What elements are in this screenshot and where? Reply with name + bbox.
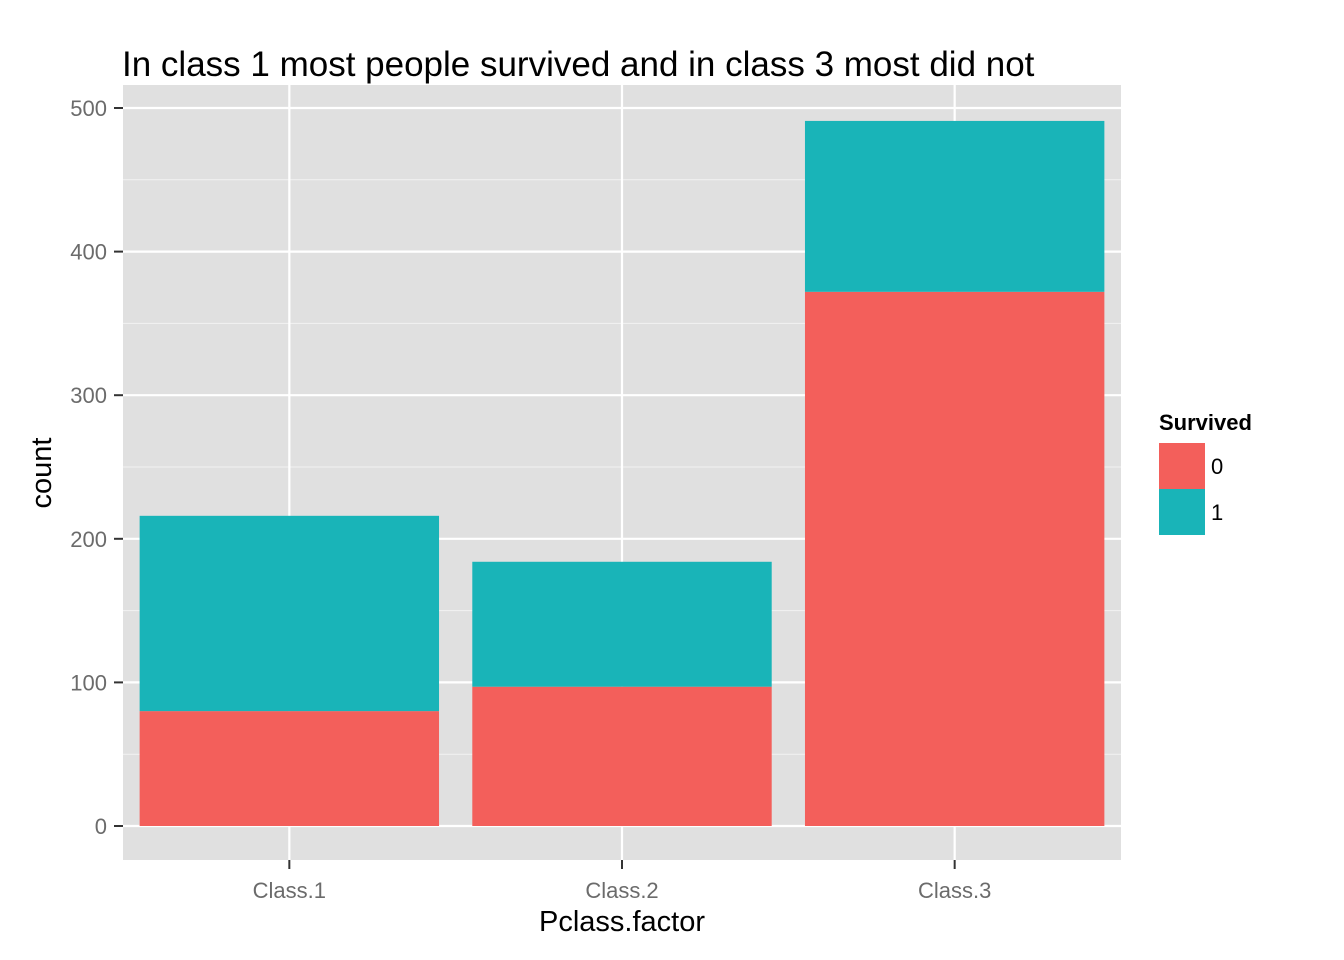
bar-class-2-survived-0 bbox=[472, 686, 772, 826]
y-axis: 0 100 200 300 400 500 bbox=[70, 96, 123, 839]
bars bbox=[139, 120, 1105, 827]
x-axis: Class.1 Class.2 Class.3 bbox=[253, 860, 991, 903]
y-tick-label: 400 bbox=[70, 240, 107, 265]
legend-label-0: 0 bbox=[1211, 454, 1223, 479]
bar-class-3-survived-1 bbox=[804, 120, 1105, 292]
bar-class-3-survived-0 bbox=[804, 291, 1105, 827]
y-tick-label: 300 bbox=[70, 383, 107, 408]
bar-class-2-survived-1 bbox=[472, 561, 772, 687]
legend-key-0 bbox=[1159, 443, 1205, 489]
x-tick-label: Class.2 bbox=[585, 878, 658, 903]
bar-class-1-survived-1 bbox=[139, 515, 440, 712]
x-tick-label: Class.3 bbox=[918, 878, 991, 903]
chart-title: In class 1 most people survived and in c… bbox=[122, 45, 1035, 84]
y-tick-label: 100 bbox=[70, 670, 107, 695]
y-tick-label: 500 bbox=[70, 96, 107, 121]
x-axis-title: Pclass.factor bbox=[539, 906, 705, 938]
x-tick-label: Class.1 bbox=[253, 878, 326, 903]
legend-key-1 bbox=[1159, 489, 1205, 535]
legend: Survived 0 1 bbox=[1159, 410, 1252, 535]
legend-label-1: 1 bbox=[1211, 500, 1223, 525]
legend-title: Survived bbox=[1159, 410, 1252, 435]
y-axis-title: count bbox=[26, 438, 58, 509]
bar-class-1-survived-0 bbox=[139, 711, 440, 826]
y-tick-label: 200 bbox=[70, 527, 107, 552]
y-tick-label: 0 bbox=[95, 814, 107, 839]
